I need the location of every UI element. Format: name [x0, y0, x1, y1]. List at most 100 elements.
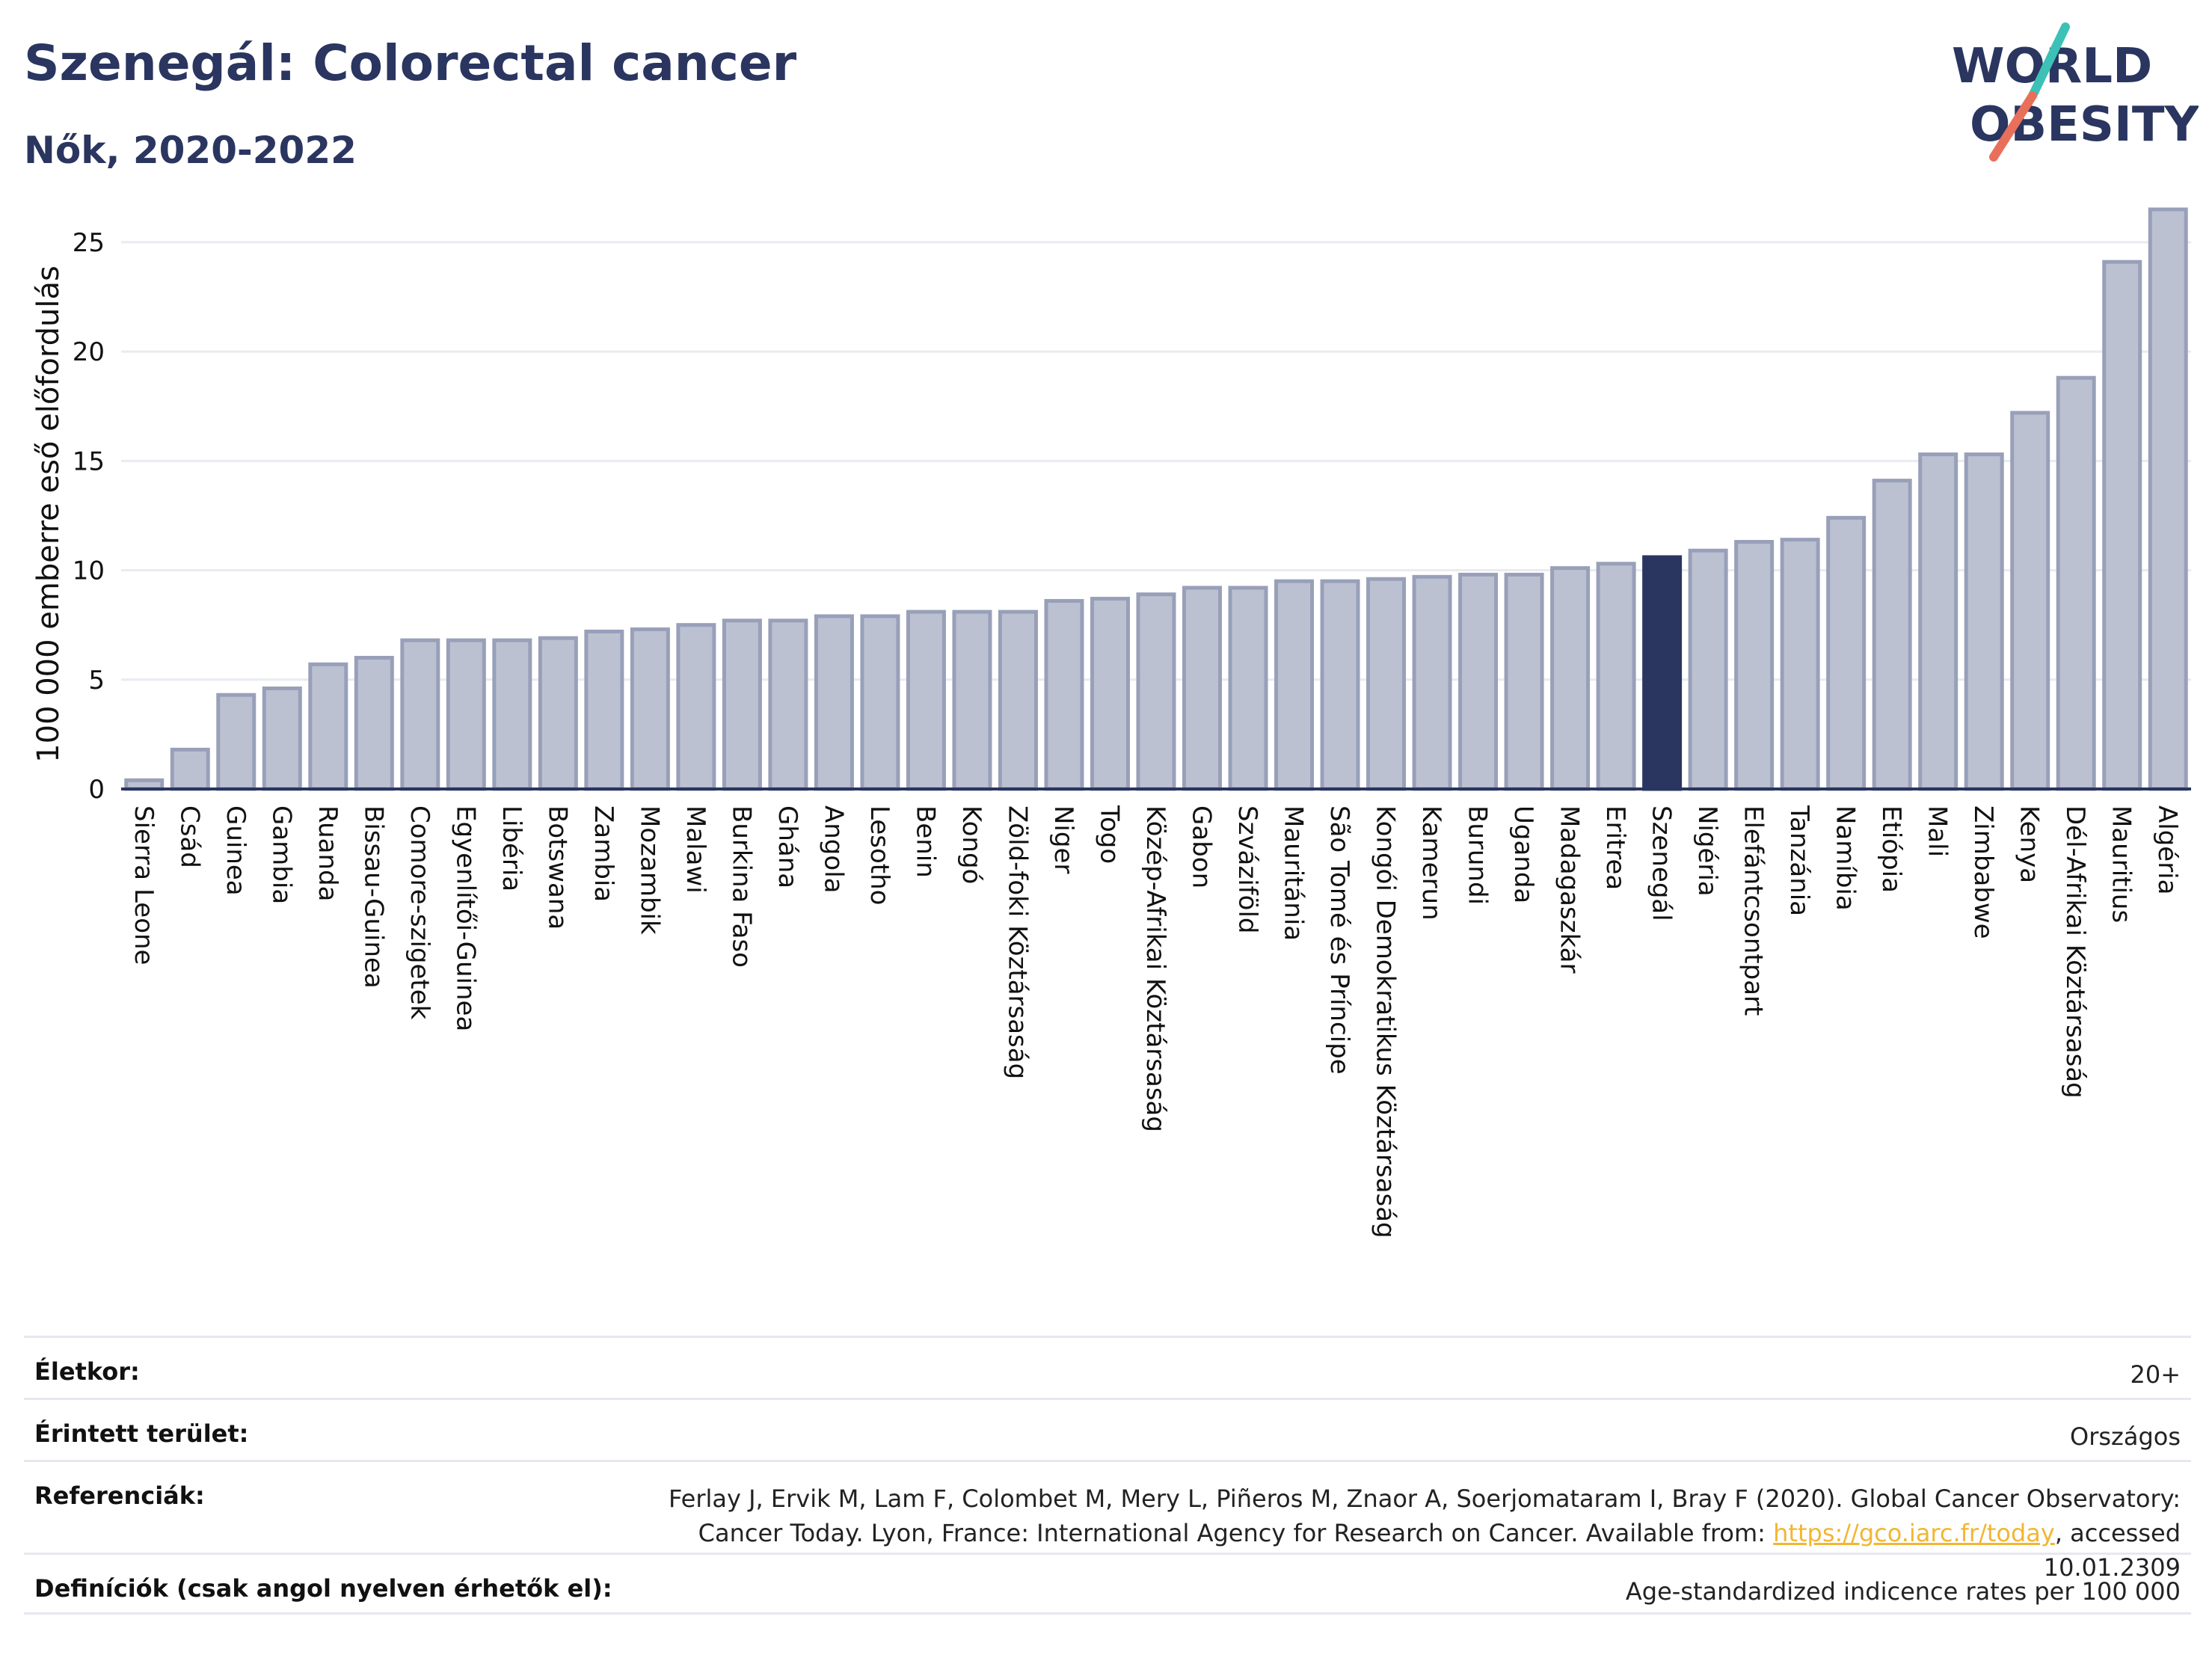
- bar: [538, 636, 578, 791]
- age-value: 20+: [2130, 1360, 2181, 1389]
- bar: [1964, 452, 2004, 791]
- chart-title: Szenegál: Colorectal cancer: [24, 34, 797, 92]
- x-tick-label: Burkina Faso: [726, 805, 756, 968]
- logo-accent-coral: [1989, 91, 2037, 162]
- references-label: Referenciák:: [34, 1481, 205, 1510]
- bar: [262, 686, 302, 791]
- bar: [814, 614, 854, 791]
- x-tick-label: Bissau-Guinea: [358, 805, 388, 989]
- definitions-label: Definíciók (csak angol nyelven érhetők e…: [34, 1574, 612, 1603]
- x-tick-label: Lesotho: [864, 805, 894, 905]
- x-tick-label: Comore-szigetek: [405, 805, 434, 1020]
- bar: [630, 627, 670, 791]
- references-link[interactable]: https://gco.iarc.fr/today: [1773, 1519, 2055, 1547]
- x-tick-label: Csád: [174, 805, 204, 868]
- y-tick-label: 10: [73, 556, 105, 586]
- bar: [998, 610, 1038, 791]
- x-tick-label: Gabon: [1187, 805, 1217, 888]
- chart-subtitle: Nők, 2020-2022: [24, 129, 357, 172]
- bar: [906, 610, 946, 791]
- x-tick-label: Kongói Demokratikus Köztársaság: [1371, 805, 1401, 1238]
- bar: [2010, 411, 2050, 791]
- references-accessed: , accessed 10.01.2309: [2043, 1519, 2181, 1582]
- bar: [1826, 515, 1867, 791]
- x-tick-label: Guinea: [221, 805, 251, 896]
- y-tick-label: 0: [88, 775, 105, 805]
- references-value: Ferlay J, Ervik M, Lam F, Colombet M, Me…: [610, 1481, 2181, 1585]
- x-tick-label: Dél-Afrikai Köztársaság: [2060, 805, 2090, 1099]
- x-tick-label: Benin: [910, 805, 940, 878]
- bar: [952, 610, 992, 791]
- x-tick-label: Szenegál: [1647, 805, 1677, 921]
- x-tick-label: Zöld-foki Köztársaság: [1002, 805, 1032, 1079]
- bar: [1918, 452, 1958, 791]
- info-row-references: Referenciák: Ferlay J, Ervik M, Lam F, C…: [24, 1460, 2191, 1582]
- bar: [1320, 579, 1360, 791]
- bar: [446, 638, 486, 791]
- bar: [216, 693, 256, 791]
- bar: [1274, 579, 1315, 791]
- bar: [1182, 586, 1223, 791]
- bar: [1872, 479, 1912, 791]
- bar: [1228, 586, 1268, 791]
- x-tick-label: Mozambik: [634, 805, 664, 935]
- bar: [1734, 540, 1775, 791]
- x-tick-label: Madagaszkár: [1555, 805, 1585, 973]
- bar: [676, 623, 716, 791]
- bar: [1688, 548, 1728, 791]
- x-tick-label: Algéria: [2152, 805, 2182, 894]
- definitions-value: Age-standardized indicence rates per 100…: [1625, 1577, 2181, 1606]
- x-tick-label: Tanzánia: [1784, 805, 1814, 916]
- x-tick-label: Nigéria: [1692, 805, 1722, 897]
- bar: [1044, 598, 1084, 791]
- bar: [1136, 592, 1176, 791]
- world-obesity-logo: WORLD OBESITY: [1952, 22, 2199, 162]
- bar: [722, 618, 762, 791]
- info-row-definitions: Definíciók (csak angol nyelven érhetők e…: [24, 1553, 2191, 1615]
- x-tick-label: Mali: [1923, 805, 1953, 857]
- x-tick-label: Kamerun: [1416, 805, 1446, 921]
- logo-accent-teal: [2028, 22, 2070, 100]
- y-tick-label: 25: [73, 228, 105, 258]
- y-tick-label: 20: [73, 337, 105, 367]
- bar: [768, 618, 808, 791]
- x-tick-label: Angola: [818, 805, 848, 893]
- area-label: Érintett terület:: [34, 1419, 249, 1448]
- y-tick-label: 5: [88, 666, 105, 696]
- x-tick-label: Ruanda: [313, 805, 342, 901]
- x-tick-label: Kenya: [2015, 805, 2044, 883]
- x-tick-label: Burundi: [1463, 805, 1493, 905]
- x-tick-label: Közép-Afrikai Köztársaság: [1140, 805, 1170, 1132]
- x-tick-label: Mauritius: [2107, 805, 2136, 923]
- bar: [1412, 574, 1452, 791]
- x-tick-label: Eritrea: [1600, 805, 1630, 890]
- x-tick-label: São Tomé és Príncipe: [1324, 805, 1354, 1075]
- bar: [2102, 260, 2142, 791]
- x-tick-label: Libéria: [497, 805, 526, 891]
- x-tick-label: Sierra Leone: [129, 805, 159, 965]
- x-tick-label: Kongó: [956, 805, 986, 884]
- x-tick-label: Namíbia: [1831, 805, 1861, 911]
- bar: [170, 747, 210, 791]
- bar: [2148, 207, 2188, 791]
- bar: [400, 638, 440, 791]
- x-tick-label: Mauritánia: [1279, 805, 1309, 941]
- bar: [584, 629, 624, 791]
- bar: [1504, 572, 1544, 791]
- bar: [1366, 577, 1407, 791]
- info-table: Életkor: 20+ Érintett terület: Országos …: [24, 1336, 2191, 1615]
- bar: [1780, 538, 1820, 791]
- bar: [492, 638, 532, 791]
- bar: [860, 614, 900, 791]
- x-tick-label: Elefántcsontpart: [1739, 805, 1769, 1016]
- bar-highlight: [1642, 555, 1683, 791]
- x-tick-label: Malawi: [681, 805, 710, 894]
- x-tick-label: Botswana: [542, 805, 572, 930]
- references-text: Ferlay J, Ervik M, Lam F, Colombet M, Me…: [669, 1484, 2181, 1547]
- bar: [2056, 375, 2096, 791]
- y-axis-label: 100 000 emberre eső előfordulás: [31, 265, 66, 763]
- x-tick-label: Etiópia: [1876, 805, 1906, 893]
- bar: [354, 656, 394, 791]
- y-tick-label: 15: [73, 446, 105, 476]
- info-row-age: Életkor: 20+: [24, 1336, 2191, 1398]
